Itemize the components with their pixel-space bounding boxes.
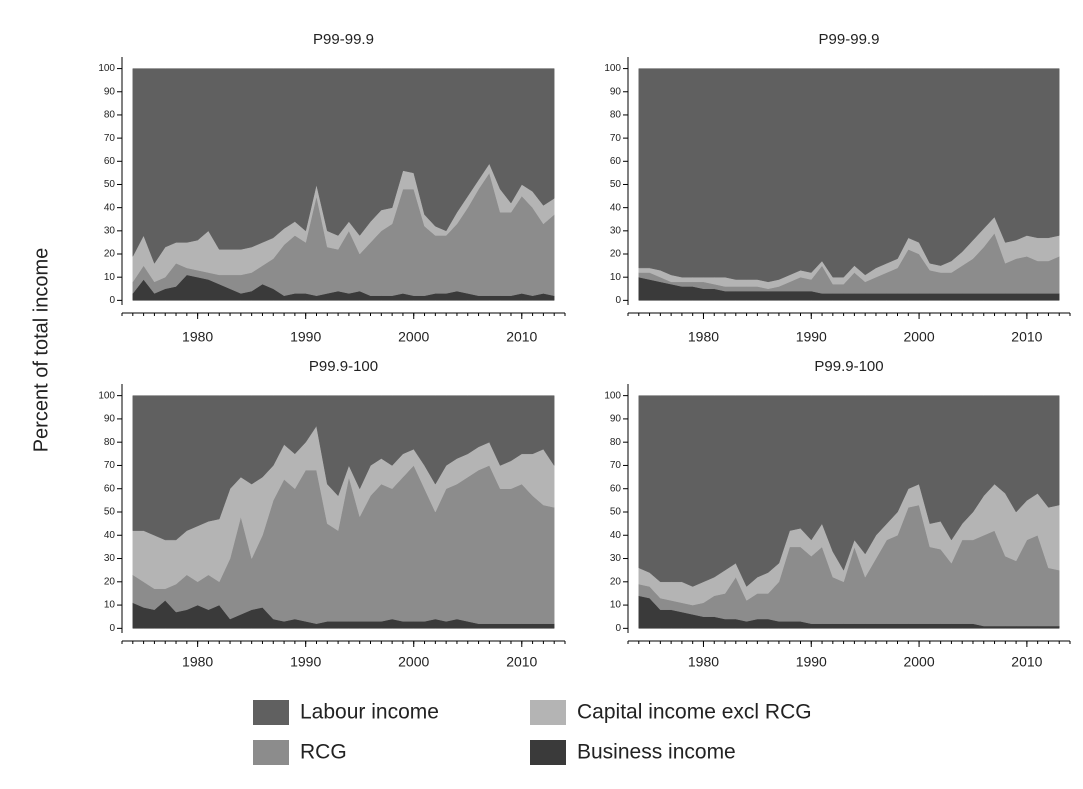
panel: P99.9-100 0 10 20 30 40 50 60 70 80 90 100 1980 1990 2… [604, 358, 1071, 670]
y-tick-label: 40 [104, 530, 116, 541]
x-tick-label: 2000 [903, 654, 934, 670]
y-tick-label: 40 [104, 202, 116, 213]
y-tick-label: 80 [104, 437, 116, 448]
x-tick-label: 2000 [903, 329, 934, 345]
y-tick-label: 10 [610, 600, 622, 611]
y-tick-label: 50 [104, 179, 116, 190]
area [638, 395, 1060, 587]
y-tick-label: 60 [610, 156, 622, 167]
legend: Labour income Capital income excl RCG RCG B… [253, 700, 812, 765]
y-tick-label: 80 [610, 110, 622, 121]
x-tick-label: 1980 [688, 654, 719, 670]
y-tick-label: 10 [610, 272, 622, 283]
legend-swatch [530, 700, 566, 725]
y-tick-label: 30 [610, 553, 622, 564]
y-tick-label: 100 [604, 390, 621, 401]
x-tick-label: 1980 [182, 329, 213, 345]
y-tick-label: 0 [615, 623, 621, 634]
x-tick-label: 2010 [506, 329, 537, 345]
y-tick-label: 90 [104, 86, 116, 97]
y-tick-label: 20 [610, 249, 622, 260]
x-tick-label: 1990 [796, 654, 827, 670]
x-tick-label: 2010 [1011, 329, 1042, 345]
x-tick-label: 2000 [398, 329, 429, 345]
y-tick-label: 30 [104, 225, 116, 236]
y-tick-label: 60 [104, 156, 116, 167]
x-tick-label: 1980 [182, 654, 213, 670]
x-tick-label: 2010 [506, 654, 537, 670]
y-tick-label: 30 [610, 225, 622, 236]
y-tick-label: 50 [104, 507, 116, 518]
y-axis-label: Percent of total income [30, 248, 52, 453]
y-tick-label: 100 [98, 390, 115, 401]
panel: P99.9-100 0 10 20 30 40 50 60 70 80 90 100 1980 1990 2… [98, 358, 566, 670]
panel-title: P99-99.9 [313, 31, 374, 48]
legend-label: Labour income [300, 701, 439, 724]
y-tick-label: 60 [610, 483, 622, 494]
y-tick-label: 100 [98, 63, 115, 74]
y-tick-label: 20 [610, 576, 622, 587]
panel: P99-99.9 0 10 20 30 40 50 60 70 80 90 100 1980 1990 20… [604, 31, 1071, 345]
panel-title: P99.9-100 [814, 358, 883, 375]
legend-label: Capital income excl RCG [577, 701, 812, 724]
y-tick-label: 20 [104, 576, 116, 587]
x-tick-label: 1990 [796, 329, 827, 345]
y-tick-label: 30 [104, 553, 116, 564]
y-tick-label: 40 [610, 202, 622, 213]
legend-label: RCG [300, 741, 347, 764]
y-tick-label: 0 [109, 295, 115, 306]
y-tick-label: 20 [104, 249, 116, 260]
y-tick-label: 80 [104, 110, 116, 121]
y-tick-label: 70 [610, 460, 622, 471]
y-tick-label: 10 [104, 272, 116, 283]
legend-label: Business income [577, 741, 736, 764]
y-tick-label: 80 [610, 437, 622, 448]
y-tick-label: 60 [104, 483, 116, 494]
panel: P99-99.9 0 10 20 30 40 50 60 70 80 90 100 1980 1990 20… [98, 31, 566, 345]
y-tick-label: 90 [610, 414, 622, 425]
y-tick-label: 100 [604, 63, 621, 74]
y-tick-label: 90 [610, 86, 622, 97]
area [638, 68, 1060, 283]
legend-swatch [253, 740, 289, 765]
y-tick-label: 50 [610, 507, 622, 518]
y-tick-label: 40 [610, 530, 622, 541]
x-tick-label: 1990 [290, 654, 321, 670]
legend-swatch [530, 740, 566, 765]
y-tick-label: 0 [109, 623, 115, 634]
y-tick-label: 70 [104, 133, 116, 144]
x-tick-label: 2000 [398, 654, 429, 670]
y-tick-label: 10 [104, 600, 116, 611]
x-tick-label: 2010 [1011, 654, 1042, 670]
panel-title: P99-99.9 [819, 31, 880, 48]
area [132, 68, 555, 264]
x-tick-label: 1980 [688, 329, 719, 345]
panel-title: P99.9-100 [309, 358, 378, 375]
x-tick-label: 1990 [290, 329, 321, 345]
y-tick-label: 0 [615, 295, 621, 306]
y-tick-label: 70 [610, 133, 622, 144]
y-tick-label: 70 [104, 460, 116, 471]
area [132, 395, 555, 541]
y-tick-label: 90 [104, 414, 116, 425]
y-tick-label: 50 [610, 179, 622, 190]
legend-swatch [253, 700, 289, 725]
